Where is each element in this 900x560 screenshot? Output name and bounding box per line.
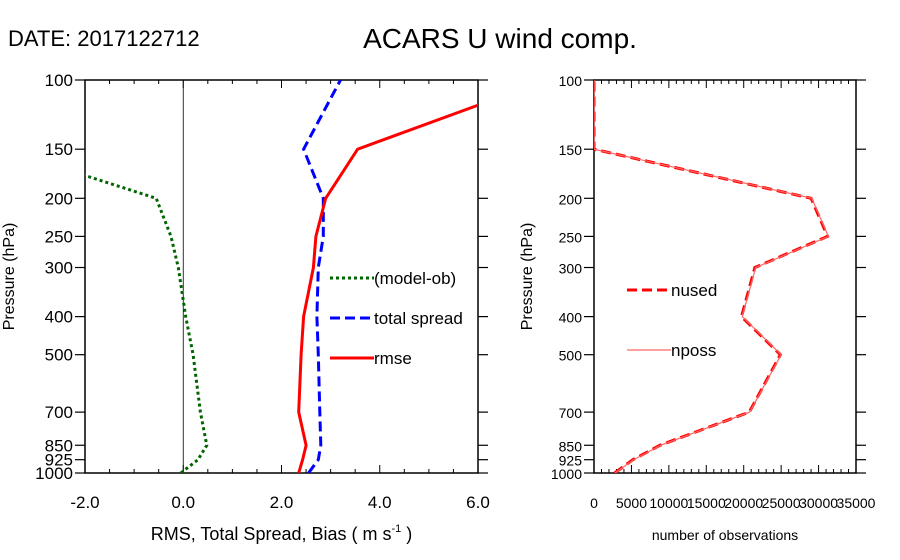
series-line-rmse bbox=[297, 103, 478, 473]
x-tick-label: 30000 bbox=[799, 495, 838, 511]
x-tick-label: 25000 bbox=[762, 495, 801, 511]
y-tick-label: 100 bbox=[559, 73, 583, 89]
y-tick-label: 400 bbox=[45, 308, 73, 327]
y-tick-label: 200 bbox=[45, 189, 73, 208]
legend-label: rmse bbox=[374, 349, 412, 368]
y-tick-label: 500 bbox=[559, 348, 583, 364]
y-tick-label: 925 bbox=[559, 453, 583, 469]
x-tick-label: 0 bbox=[590, 495, 598, 511]
legend-label: (model-ob) bbox=[374, 269, 456, 288]
x-tick-label: 5000 bbox=[616, 495, 647, 511]
x-tick-label: 15000 bbox=[687, 495, 726, 511]
y-tick-label: 250 bbox=[559, 229, 583, 245]
y-tick-label: 400 bbox=[559, 310, 583, 326]
y-tick-label: 700 bbox=[559, 405, 583, 421]
y-tick-label: 200 bbox=[559, 191, 583, 207]
chart-title: ACARS U wind comp. bbox=[363, 23, 637, 54]
y-tick-label: 1000 bbox=[35, 464, 73, 483]
y-tick-label: 850 bbox=[559, 438, 583, 454]
y-tick-label: 925 bbox=[45, 451, 73, 470]
x-tick-label: 20000 bbox=[724, 495, 763, 511]
series-line-nposs bbox=[594, 80, 830, 473]
x-axis-label: RMS, Total Spread, Bias ( m s-1 ) bbox=[151, 523, 413, 544]
date-label: DATE: 2017122712 bbox=[8, 26, 200, 51]
series-line-modelob bbox=[85, 173, 209, 473]
y-tick-label: 300 bbox=[559, 261, 583, 277]
y-tick-label: 500 bbox=[45, 346, 73, 365]
x-tick-label: 10000 bbox=[649, 495, 688, 511]
series-group bbox=[85, 80, 478, 473]
legend-label: nused bbox=[671, 281, 717, 300]
y-tick-label: 150 bbox=[45, 140, 73, 159]
x-tick-label: 2.0 bbox=[270, 493, 294, 512]
plot-frame bbox=[593, 79, 857, 474]
y-tick-label: 300 bbox=[45, 259, 73, 278]
y-axis-label: Pressure (hPa) bbox=[1, 223, 18, 331]
y-tick-label: 100 bbox=[45, 71, 73, 90]
legend-label: nposs bbox=[671, 341, 716, 360]
y-tick-label: 700 bbox=[45, 403, 73, 422]
x-tick-label: 4.0 bbox=[368, 493, 392, 512]
legend-label: total spread bbox=[374, 309, 463, 328]
y-tick-label: 850 bbox=[45, 436, 73, 455]
x-tick-label: 35000 bbox=[837, 495, 876, 511]
y-tick-label: 250 bbox=[45, 227, 73, 246]
series-line-nused bbox=[594, 80, 830, 473]
x-axis-label: number of observations bbox=[652, 527, 798, 543]
y-axis-label: Pressure (hPa) bbox=[519, 223, 536, 331]
y-tick-label: 150 bbox=[559, 142, 583, 158]
y-tick-label: 1000 bbox=[551, 466, 582, 482]
series-line-totalspread bbox=[301, 80, 342, 473]
series-group bbox=[594, 80, 830, 473]
x-tick-label: 0.0 bbox=[171, 493, 195, 512]
x-tick-label: 6.0 bbox=[466, 493, 490, 512]
x-tick-label: -2.0 bbox=[70, 493, 99, 512]
